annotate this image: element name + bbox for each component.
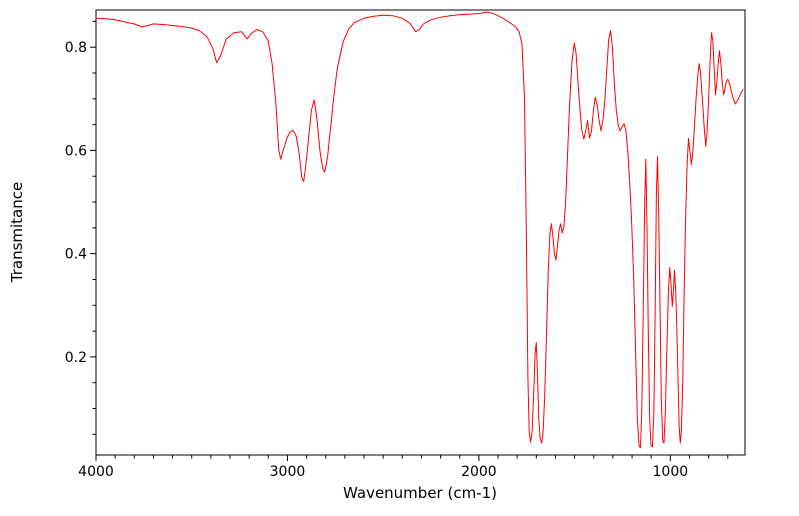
y-tick-label: 0.4: [65, 247, 87, 263]
spectrum-line: [95, 11, 744, 449]
x-tick-label: 4000: [78, 464, 114, 480]
y-tick-label: 0.8: [65, 40, 87, 56]
x-tick-label: 1000: [653, 464, 689, 480]
x-tick-label: 2000: [461, 464, 497, 480]
y-tick-labels: 0.2 0.4 0.6 0.8: [65, 40, 87, 366]
y-tick-label: 0.2: [65, 350, 87, 366]
y-tick-label: 0.6: [65, 143, 87, 159]
x-axis-ticks: [95, 455, 729, 461]
plot-frame: [95, 9, 746, 456]
x-axis-label: Wavenumber (cm-1): [343, 484, 497, 502]
x-tick-labels: 4000 3000 2000 1000: [78, 464, 688, 480]
y-axis-ticks: [90, 20, 96, 435]
y-axis-label: Transmitance: [8, 181, 26, 283]
x-tick-label: 3000: [270, 464, 306, 480]
